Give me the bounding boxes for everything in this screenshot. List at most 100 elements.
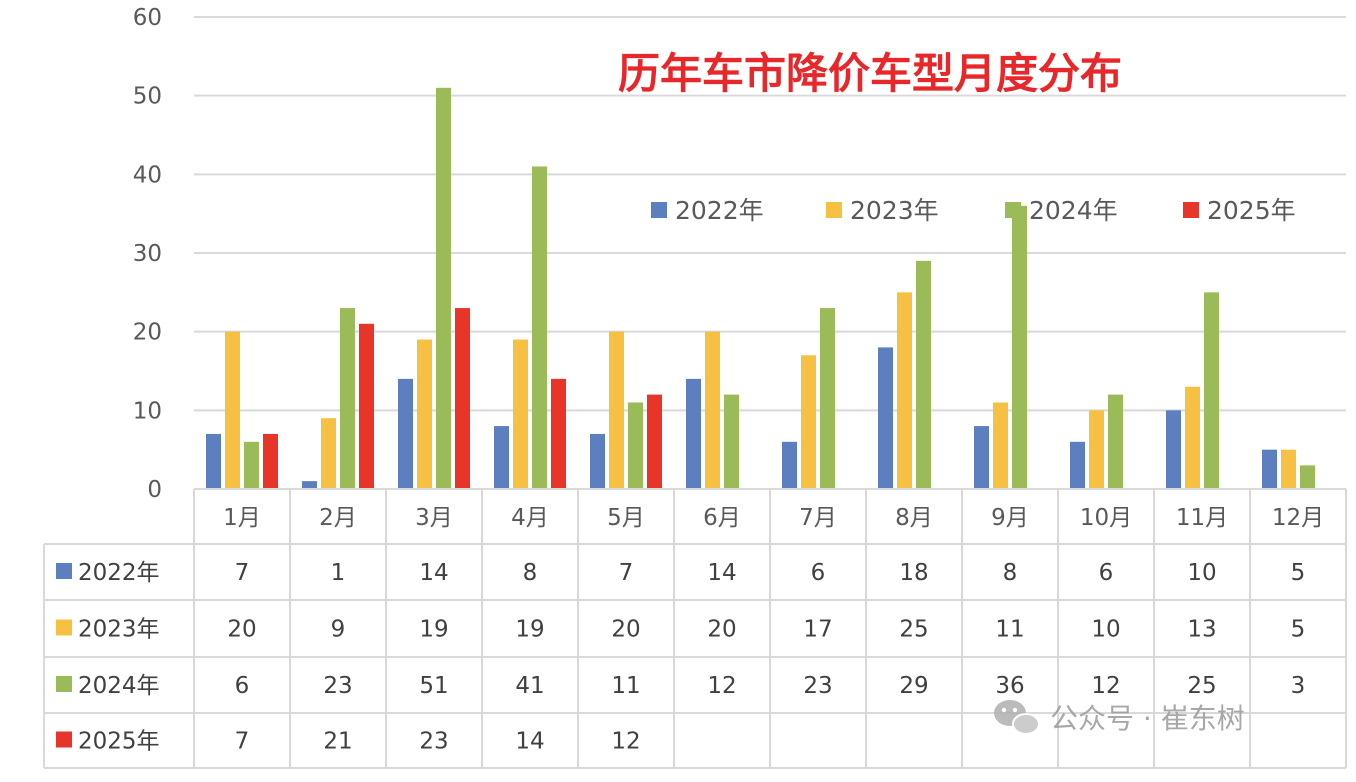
- bar-2023年-9月: [993, 402, 1008, 489]
- table-cell: 51: [419, 673, 448, 699]
- table-cell: 7: [235, 729, 250, 755]
- table-cell: 5: [1291, 617, 1306, 643]
- table-cell: 12: [1091, 673, 1120, 699]
- bar-2024年-1月: [244, 441, 259, 489]
- table-cell: 20: [611, 617, 640, 643]
- table-cell: 23: [419, 729, 448, 755]
- table-series-name: 2022年: [78, 560, 160, 586]
- legend-label: 2023年: [850, 196, 939, 225]
- x-category-label: 6月: [703, 505, 741, 531]
- data-table: 1月 2月 3月 4月 5月 6月 7月 8月 9月 10月 11月 12月 2022年 7 1 14 8 7 14…: [43, 488, 1347, 769]
- x-category-label: 5月: [607, 505, 645, 531]
- table-cell: 20: [227, 617, 256, 643]
- bar-2025年-4月: [551, 378, 566, 489]
- table-cell: 8: [523, 560, 538, 586]
- x-category-label: 11月: [1176, 505, 1228, 531]
- table-cell: 23: [803, 673, 832, 699]
- table-cell: 10: [1091, 617, 1120, 643]
- table-legend-swatch: [56, 563, 72, 579]
- bar-2025年-5月: [647, 394, 662, 489]
- table-cell: 14: [515, 729, 544, 755]
- table-cell: 6: [235, 673, 250, 699]
- y-tick-label: 30: [133, 241, 162, 267]
- table-cell: 7: [619, 560, 634, 586]
- bar-2022年-9月: [974, 426, 989, 489]
- watermark-text: 公众号 · 崔东树: [1050, 702, 1245, 735]
- bar-2023年-11月: [1185, 386, 1200, 489]
- bar-2023年-4月: [513, 339, 528, 489]
- table-cell: 23: [323, 673, 352, 699]
- table-cell: 3: [1291, 673, 1306, 699]
- x-category-label: 7月: [799, 505, 837, 531]
- y-tick-label: 60: [133, 5, 162, 31]
- table-cell: 41: [515, 673, 544, 699]
- bar-2022年-6月: [686, 378, 701, 489]
- table-cell: 1: [331, 560, 346, 586]
- x-category-label: 12月: [1272, 505, 1324, 531]
- bar-2024年-2月: [340, 308, 355, 489]
- bar-2022年-3月: [398, 378, 413, 489]
- table-cell: 10: [1187, 560, 1216, 586]
- table-cell: 12: [707, 673, 736, 699]
- bar-2023年-8月: [897, 292, 912, 489]
- bar-2024年-4月: [532, 166, 547, 489]
- table-cell: 11: [995, 617, 1024, 643]
- bar-2022年-4月: [494, 426, 509, 489]
- bar-2022年-1月: [206, 433, 221, 489]
- bar-2023年-1月: [225, 331, 240, 489]
- bar-2023年-10月: [1089, 410, 1104, 489]
- table-cell: 25: [899, 617, 928, 643]
- gridlines: [194, 16, 1346, 490]
- bar-2024年-9月: [1012, 205, 1027, 490]
- table-cell: 13: [1187, 617, 1216, 643]
- x-category-label: 2月: [319, 505, 357, 531]
- bar-2023年-6月: [705, 331, 720, 489]
- y-tick-label: 20: [133, 320, 162, 346]
- table-cell: 6: [811, 560, 826, 586]
- y-tick-label: 0: [147, 477, 162, 503]
- legend: 2022年 2023年 2024年 2025年: [651, 196, 1296, 225]
- table-cell: 9: [331, 617, 346, 643]
- bar-2025年-1月: [263, 433, 278, 489]
- x-category-label: 1月: [223, 505, 261, 531]
- y-tick-label: 50: [133, 84, 162, 110]
- table-cell: 5: [1291, 560, 1306, 586]
- table-legend-swatch: [56, 731, 72, 748]
- bar-2023年-5月: [609, 331, 624, 489]
- bar-2024年-3月: [436, 87, 451, 490]
- table-cell: 19: [419, 617, 448, 643]
- bar-2024年-10月: [1108, 394, 1123, 489]
- table-cell: 19: [515, 617, 544, 643]
- table-cell: 17: [803, 617, 832, 643]
- table-cell: 21: [323, 729, 352, 755]
- table-legend-swatch: [56, 619, 72, 636]
- legend-label: 2024年: [1029, 196, 1118, 225]
- table-cell: 8: [1003, 560, 1018, 586]
- bar-2022年-11月: [1166, 410, 1181, 489]
- bar-2023年-3月: [417, 339, 432, 489]
- table-cell: 7: [235, 560, 250, 586]
- table-cell: 18: [899, 560, 928, 586]
- legend-swatch: [651, 202, 667, 218]
- watermark: 公众号 · 崔东树: [994, 700, 1245, 735]
- table-cell: 14: [419, 560, 448, 586]
- x-category-label: 9月: [991, 505, 1029, 531]
- bar-2024年-6月: [724, 394, 739, 489]
- bar-2024年-8月: [916, 260, 931, 489]
- table-cell: 6: [1099, 560, 1114, 586]
- bar-2025年-2月: [359, 323, 374, 489]
- x-category-label: 4月: [511, 505, 549, 531]
- bar-2023年-2月: [321, 418, 336, 489]
- table-series-name: 2025年: [78, 729, 160, 755]
- legend-swatch: [1005, 202, 1021, 218]
- bars: [206, 87, 1315, 490]
- table-cell: 29: [899, 673, 928, 699]
- table-cell: 11: [611, 673, 640, 699]
- legend-label: 2022年: [675, 196, 764, 225]
- bar-2024年-11月: [1204, 292, 1219, 489]
- x-category-label: 10月: [1080, 505, 1132, 531]
- bar-2024年-7月: [820, 308, 835, 489]
- bar-2023年-12月: [1281, 449, 1296, 489]
